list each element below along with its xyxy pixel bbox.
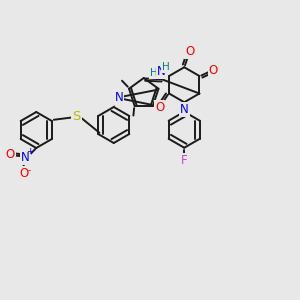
Text: -: - [28, 167, 31, 176]
Text: N: N [157, 65, 166, 78]
Text: O: O [155, 101, 164, 114]
Text: H: H [150, 68, 158, 78]
Text: S: S [72, 110, 80, 123]
Text: F: F [181, 154, 188, 167]
Text: O: O [20, 167, 29, 180]
Text: O: O [209, 64, 218, 77]
Text: H: H [162, 61, 170, 71]
Text: N: N [114, 91, 123, 104]
Text: N: N [21, 151, 30, 164]
Text: O: O [5, 148, 14, 161]
Text: N: N [180, 103, 189, 116]
Text: O: O [185, 45, 194, 58]
Text: +: + [26, 148, 33, 157]
